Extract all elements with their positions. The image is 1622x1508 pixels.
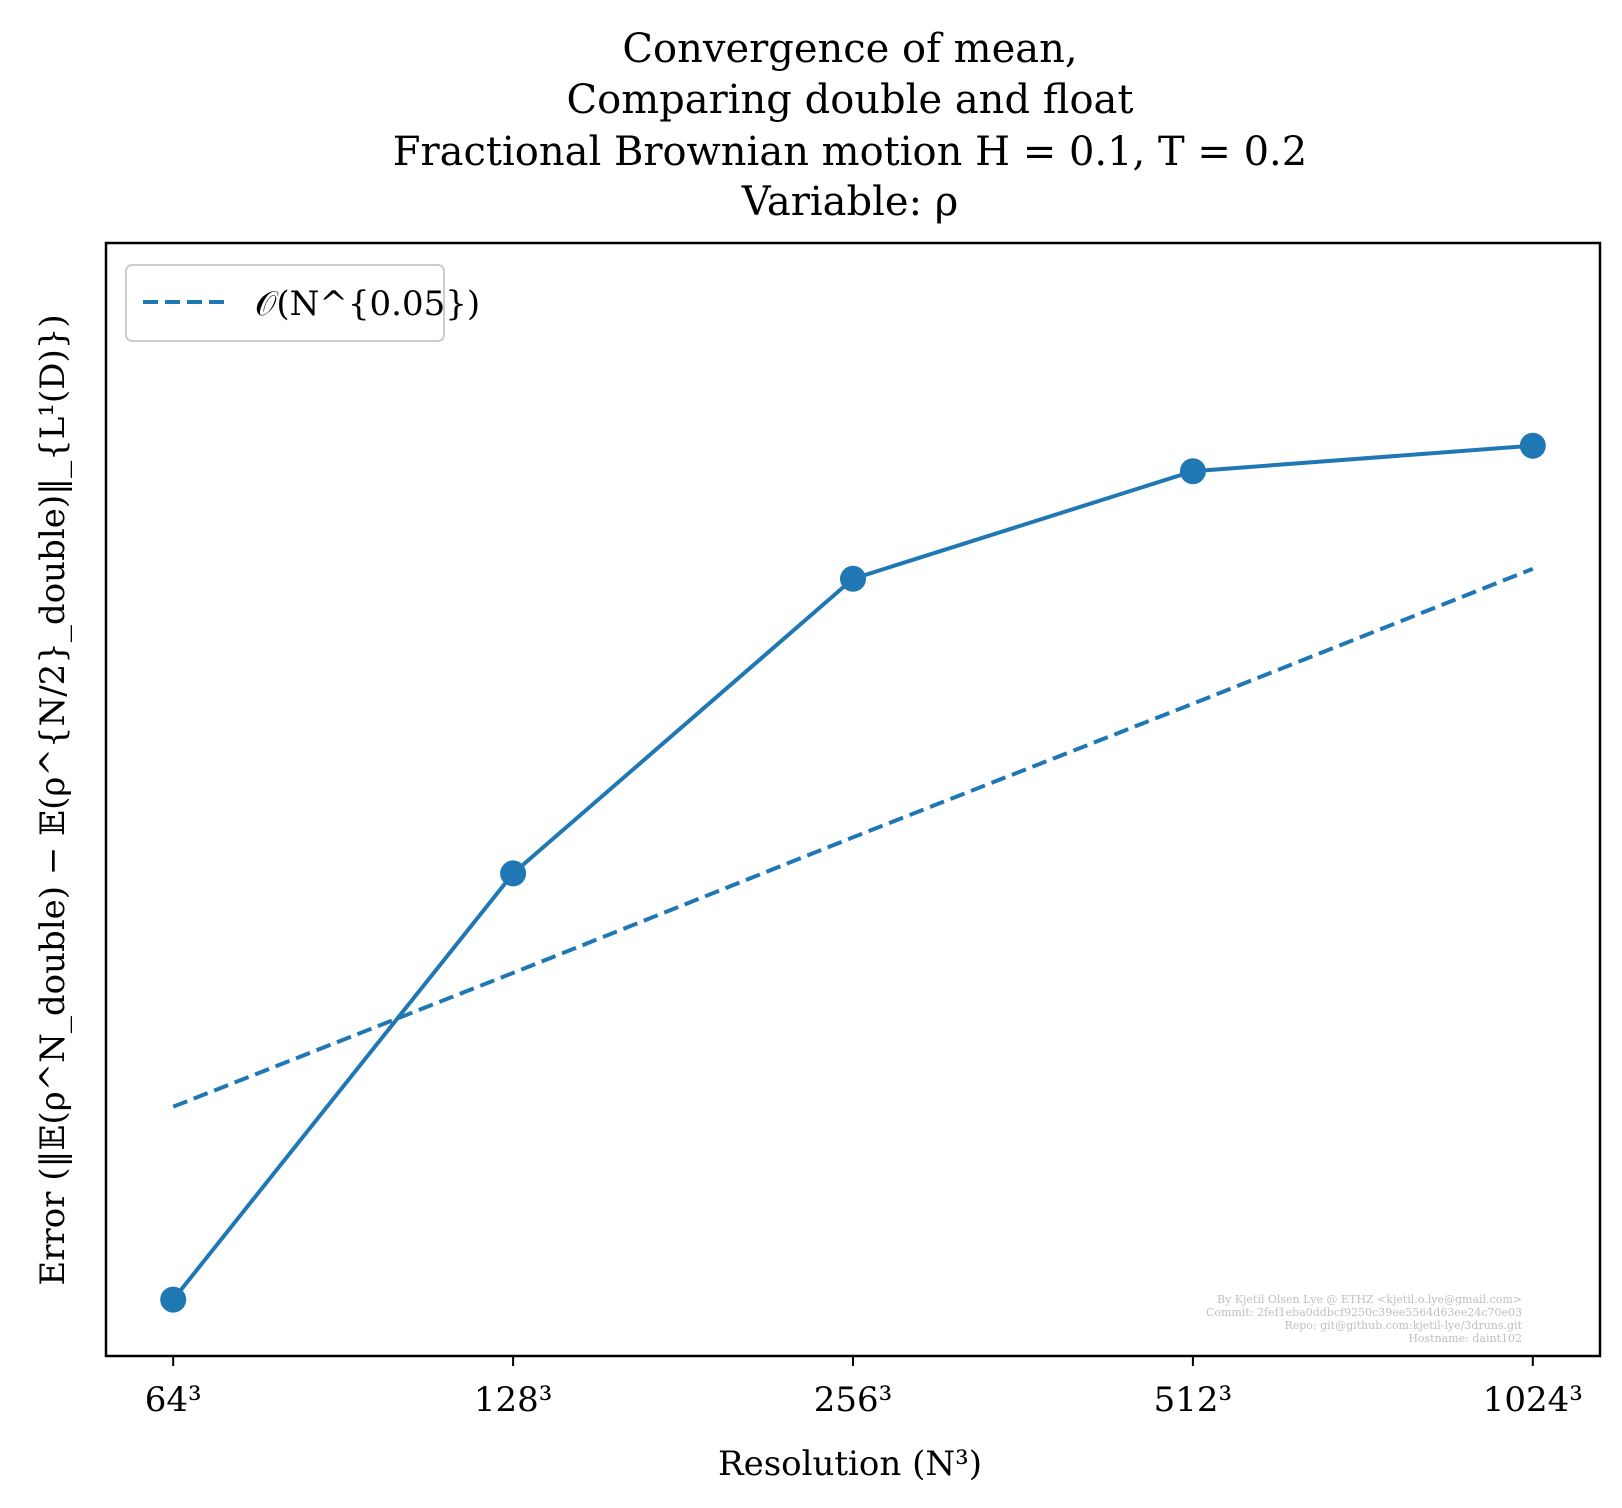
reference-line	[172, 566, 1534, 1109]
title-line-3: Fractional Brownian motion H = 0.1, T = …	[393, 129, 1307, 175]
error-series	[160, 432, 1546, 1313]
legend: 𝒪(N^{0.05})	[125, 264, 480, 342]
watermark-line-3: Repo: git@github.com:kjetil-lye/3druns.g…	[1284, 1319, 1522, 1332]
watermark-line-1: By Kjetil Olsen Lye @ ETHZ <kjetil.o.lye…	[1217, 1293, 1522, 1306]
title-line-4: Variable: ρ	[741, 179, 959, 225]
x-tick-label: 128³	[474, 1380, 553, 1420]
y-axis-label: Error (‖𝔼(ρ^N_double) − 𝔼(ρ^{N/2}_double…	[33, 314, 73, 1285]
data-point-512	[1179, 458, 1206, 485]
x-tick-label: 256³	[814, 1380, 893, 1420]
data-point-64	[160, 1286, 187, 1313]
title-line-2: Comparing double and float	[567, 77, 1134, 123]
watermark: By Kjetil Olsen Lye @ ETHZ <kjetil.o.lye…	[1206, 1293, 1523, 1345]
plot-frame	[104, 241, 1602, 1358]
x-tick-label: 1024³	[1483, 1380, 1583, 1420]
x-axis-label: Resolution (N³)	[718, 1444, 982, 1484]
series-layer	[160, 432, 1546, 1313]
watermark-line-4: Hostname: daint102	[1408, 1332, 1522, 1345]
title-line-1: Convergence of mean,	[622, 26, 1077, 72]
legend-entry-label: 𝒪(N^{0.05})	[255, 284, 480, 324]
x-tick-label: 64³	[145, 1380, 202, 1420]
x-axis-ticks: 64³ 128³ 256³ 512³ 1024³	[145, 1356, 1583, 1420]
x-tick-label: 512³	[1154, 1380, 1233, 1420]
legend-box	[125, 264, 445, 342]
data-point-128	[500, 860, 527, 887]
chart-title: Convergence of mean, Comparing double an…	[393, 26, 1307, 225]
data-point-256	[840, 565, 866, 592]
reference-line-series	[172, 566, 1534, 1109]
watermark-line-2: Commit: 2fef1eba0ddbcf9250c39ee5564d63ee…	[1206, 1306, 1522, 1319]
data-point-1024	[1519, 432, 1546, 459]
